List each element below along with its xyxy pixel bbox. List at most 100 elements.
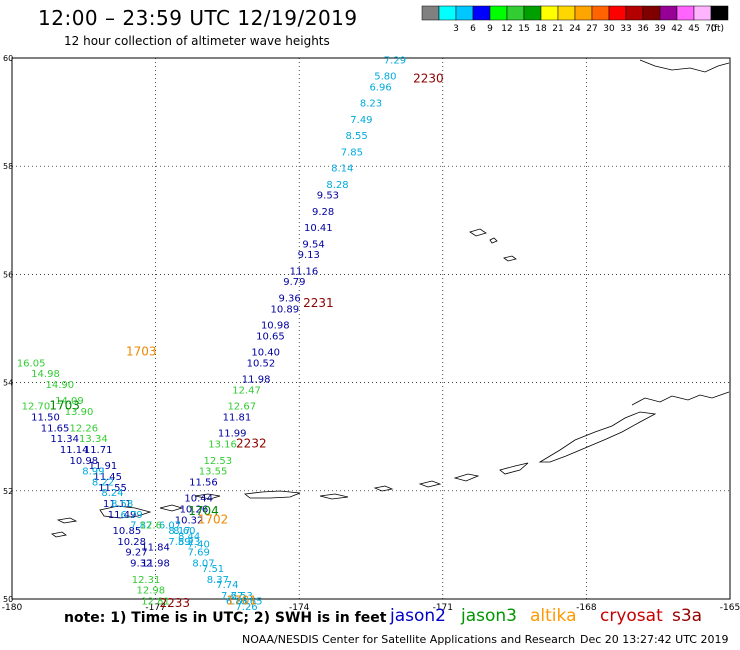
pass-time-label: 1704	[188, 504, 219, 518]
wave-height-value: 7.85	[341, 147, 363, 158]
lat-tick-label: 56	[3, 270, 13, 279]
wave-height-value: 10.52	[247, 358, 276, 369]
wave-height-value: 9.53	[317, 191, 339, 202]
wave-height-value: 8.23	[178, 537, 200, 548]
wave-height-value: 11.34	[50, 434, 79, 445]
pass-time-label: 1703	[126, 345, 157, 359]
wave-height-value: 8.17	[168, 526, 190, 537]
wave-height-value: 11.45	[93, 472, 122, 483]
pass-time-label: 1703	[49, 399, 80, 413]
wave-height-value: 12.53	[204, 456, 233, 467]
track-pass-1702: 11.84 11.98	[141, 542, 170, 569]
land-outline	[489, 237, 498, 244]
wave-height-value: 7.29	[384, 55, 406, 66]
wave-height-value: 11.98	[141, 559, 170, 570]
wave-height-value: 7.67	[221, 591, 243, 602]
wave-height-value: 7.40	[188, 540, 210, 551]
track-pass-1702-left: 12.6	[140, 521, 162, 532]
legend-satellite-jason3: jason3	[461, 606, 517, 626]
lon-tick-label: -174	[289, 603, 310, 613]
legend-satellite-jason2: jason2	[390, 606, 446, 626]
wave-height-value: 8.23	[360, 99, 382, 110]
timestamp: Dec 20 13:27:42 UTC 2019	[580, 633, 729, 646]
legend-tick-label: 24	[569, 24, 581, 34]
legend-tick-label: 45	[688, 24, 699, 34]
legend-tick-label: 9	[487, 24, 493, 34]
pass-time-label: 2232	[236, 437, 267, 451]
legend-tick-label: 18	[535, 24, 547, 34]
wave-height-value: 13.34	[79, 434, 108, 445]
legend-satellite-cryosat: cryosat	[600, 606, 663, 626]
legend-tick-label: 39	[654, 24, 666, 34]
land-outline	[159, 504, 184, 512]
lon-tick-label: -171	[433, 603, 453, 613]
wave-height-value: 6.07	[159, 521, 181, 532]
wave-height-value: 12.67	[227, 402, 256, 413]
land-outline	[453, 473, 480, 482]
land-outline	[56, 517, 78, 524]
legend-tick-label: 6	[470, 24, 476, 34]
wave-height-value: 11.99	[218, 429, 247, 440]
wave-height-value: 11.50	[31, 412, 60, 423]
wave-height-value: 11.71	[84, 445, 113, 456]
legend-satellite-s3a: s3a	[672, 606, 703, 626]
land-outline	[418, 480, 442, 488]
lat-tick-label: 58	[3, 162, 13, 171]
wave-height-value: 8.55	[346, 131, 368, 142]
land-outline	[244, 490, 301, 499]
wave-height-value: 16.05	[17, 358, 46, 369]
wave-height-value: 8.24	[101, 488, 123, 499]
wave-height-value: 9.27	[125, 548, 147, 559]
lat-tick-label: 52	[3, 487, 13, 496]
track-pass-2230: 7.29 5.806.96 8.23 7.49 8.55 7.85 8.14 8.28	[326, 55, 406, 190]
legend-tick-label: 70	[705, 24, 717, 34]
wave-height-value: 11.16	[290, 266, 319, 277]
land-outline	[373, 485, 394, 492]
wave-height-value: 6.79	[121, 510, 143, 521]
wave-height-value: 7.53	[231, 591, 253, 602]
page-subtitle: 12 hour collection of altimeter wave hei…	[64, 34, 330, 48]
track-pass-1703-east-c: 8.998.228.248.586.797.87	[82, 467, 152, 532]
wave-height-value: 11.11	[103, 499, 132, 510]
wave-height-value: 12.6	[140, 521, 162, 532]
wave-height-value: 13.90	[65, 407, 94, 418]
wave-height-value: 9.28	[312, 207, 334, 218]
track-pass-2232-cyan: 8.607.59	[168, 526, 195, 548]
legend-swatch	[710, 5, 729, 21]
wave-height-value: 8.22	[92, 477, 114, 488]
land-outline	[469, 228, 487, 237]
legend-tick-label: 33	[620, 24, 631, 34]
wave-height-color-legend: 3 6 9 12 15 18 21 24 27 30 33 36 39 42 45 70(ft)	[421, 5, 729, 34]
wave-height-value: 10.28	[117, 537, 146, 548]
wave-height-value: 9.32	[130, 559, 152, 570]
land-outline	[631, 391, 730, 406]
land-outline	[499, 462, 529, 475]
legend-tick-label: 15	[518, 24, 529, 34]
track-pass-2231-b: 11.81 11.99	[218, 412, 251, 439]
wave-height-value: 10.98	[69, 456, 98, 467]
pass-time-label: 2231	[303, 296, 334, 310]
legend-satellite-altika: altika	[530, 606, 577, 626]
wave-height-value: 11.65	[41, 423, 70, 434]
legend-unit-label: (ft)	[710, 24, 724, 34]
wave-height-value: 11.98	[242, 375, 271, 386]
land-outline	[319, 493, 349, 500]
wave-height-value: 12.81	[141, 596, 170, 607]
wave-height-value: 10.26	[180, 504, 209, 515]
pass-time-label: 2230	[413, 71, 444, 85]
land-outline	[51, 531, 67, 538]
wave-height-value: 12.47	[232, 385, 261, 396]
wave-height-value: 11.91	[89, 461, 118, 472]
wave-height-value: 9.36	[278, 293, 300, 304]
wave-height-value: 8.37	[207, 575, 229, 586]
wave-height-value: 11.49	[108, 510, 137, 521]
track-pass-1702-cyan: 8.237.698.077.518.377.747.677.536.837.26…	[178, 537, 262, 613]
track-pass-1702-center: 6.078.178.447.40	[159, 521, 210, 551]
wave-height-value: 10.32	[175, 515, 204, 526]
wave-height-value: 8.44	[178, 531, 200, 542]
